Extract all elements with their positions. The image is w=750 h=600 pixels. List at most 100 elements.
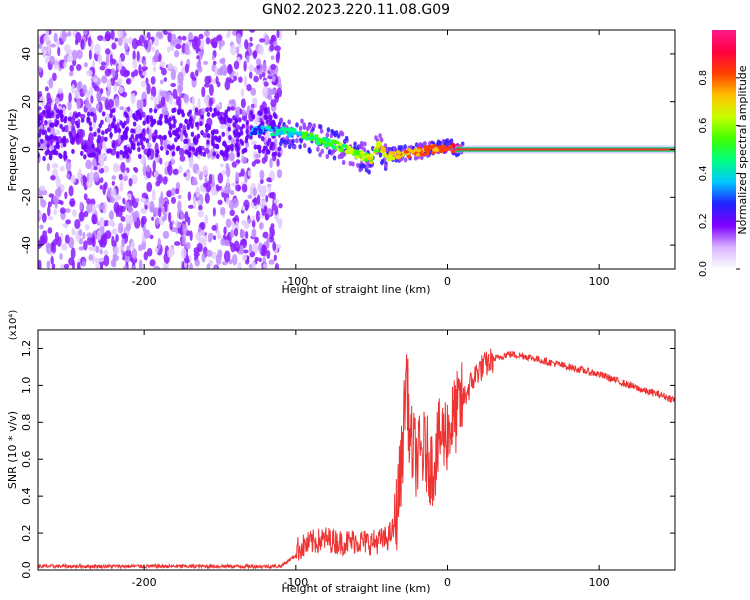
ridge-blob	[361, 154, 365, 158]
band-blob	[299, 126, 303, 131]
band-blob	[224, 112, 228, 117]
noise-blob	[90, 95, 93, 103]
band-blob	[116, 153, 120, 158]
band-blob	[211, 113, 215, 118]
noise-blob	[270, 223, 274, 229]
noise-blob	[151, 217, 154, 221]
y-tick-label: 0	[20, 146, 33, 153]
noise-blob	[111, 58, 116, 64]
band-blob	[216, 154, 220, 159]
noise-blob	[111, 188, 117, 198]
noise-blob	[185, 259, 190, 264]
ridge-blob	[360, 151, 364, 155]
band-blob	[207, 112, 211, 117]
noise-blob	[209, 174, 212, 185]
ridge-blob	[322, 137, 326, 141]
noise-blob	[271, 55, 275, 60]
band-blob	[239, 126, 243, 131]
noise-blob	[259, 170, 264, 180]
band-blob	[47, 127, 51, 132]
y-tick-label: 0.0	[20, 561, 33, 579]
noise-blob	[195, 37, 201, 47]
band-blob	[49, 122, 53, 127]
noise-blob	[274, 46, 281, 52]
noise-blob	[100, 177, 103, 183]
noise-blob	[183, 94, 189, 103]
band-blob	[139, 115, 143, 120]
band-blob	[169, 123, 173, 128]
band-blob	[307, 147, 311, 152]
x-tick-label: 0	[444, 576, 451, 589]
band-blob	[191, 132, 195, 137]
noise-blob	[233, 76, 237, 81]
noise-blob	[254, 159, 260, 163]
noise-blob	[144, 205, 147, 210]
noise-blob	[97, 230, 102, 241]
noise-blob	[213, 235, 216, 240]
band-blob	[68, 131, 72, 136]
noise-blob	[180, 60, 183, 66]
noise-blob	[234, 228, 238, 237]
band-blob	[404, 157, 408, 162]
band-blob	[72, 137, 76, 142]
noise-blob	[96, 104, 99, 111]
noise-blob	[78, 229, 82, 236]
band-blob	[129, 137, 133, 142]
noise-blob	[252, 261, 256, 270]
noise-blob	[82, 232, 85, 239]
noise-blob	[241, 89, 244, 97]
noise-blob	[46, 102, 52, 111]
band-blob	[49, 155, 53, 160]
snr-frame	[38, 330, 675, 570]
noise-blob	[119, 106, 124, 110]
noise-blob	[266, 250, 270, 259]
ridge-blob	[258, 129, 262, 133]
band-blob	[270, 142, 274, 147]
colorbar-gradient	[712, 30, 736, 269]
noise-blob	[204, 96, 210, 104]
noise-blob	[276, 159, 279, 167]
noise-blob	[152, 189, 156, 201]
band-blob	[154, 108, 158, 113]
band-blob	[108, 148, 112, 153]
band-blob	[42, 156, 46, 161]
band-blob	[93, 132, 97, 137]
noise-blob	[107, 79, 111, 91]
band-blob	[332, 130, 336, 135]
noise-blob	[83, 175, 86, 187]
noise-blob	[182, 234, 186, 246]
noise-blob	[141, 208, 145, 213]
band-blob	[450, 138, 454, 143]
band-blob	[89, 126, 93, 131]
band-blob	[273, 112, 277, 117]
noise-blob	[146, 182, 152, 192]
noise-blob	[241, 98, 246, 108]
noise-blob	[236, 33, 241, 44]
noise-blob	[256, 58, 261, 66]
ridge-blob	[302, 135, 306, 139]
noise-blob	[109, 210, 114, 220]
noise-blob	[181, 248, 187, 259]
band-blob	[261, 136, 265, 141]
band-blob	[59, 113, 63, 118]
noise-blob	[253, 187, 257, 196]
band-blob	[184, 149, 188, 154]
noise-blob	[242, 184, 248, 193]
band-blob	[75, 134, 79, 139]
ridge-blob	[397, 151, 401, 155]
noise-blob	[177, 222, 181, 229]
noise-blob	[218, 200, 223, 205]
noise-blob	[263, 263, 268, 268]
noise-blob	[100, 185, 103, 190]
noise-blob	[85, 97, 89, 109]
band-blob	[312, 123, 316, 128]
noise-blob	[242, 254, 247, 261]
noise-blob	[254, 237, 259, 244]
noise-blob	[180, 212, 185, 220]
noise-blob	[131, 241, 135, 250]
noise-blob	[149, 259, 155, 266]
band-blob	[55, 150, 59, 155]
noise-blob	[60, 207, 66, 214]
noise-blob	[78, 168, 81, 177]
noise-blob	[269, 259, 275, 264]
